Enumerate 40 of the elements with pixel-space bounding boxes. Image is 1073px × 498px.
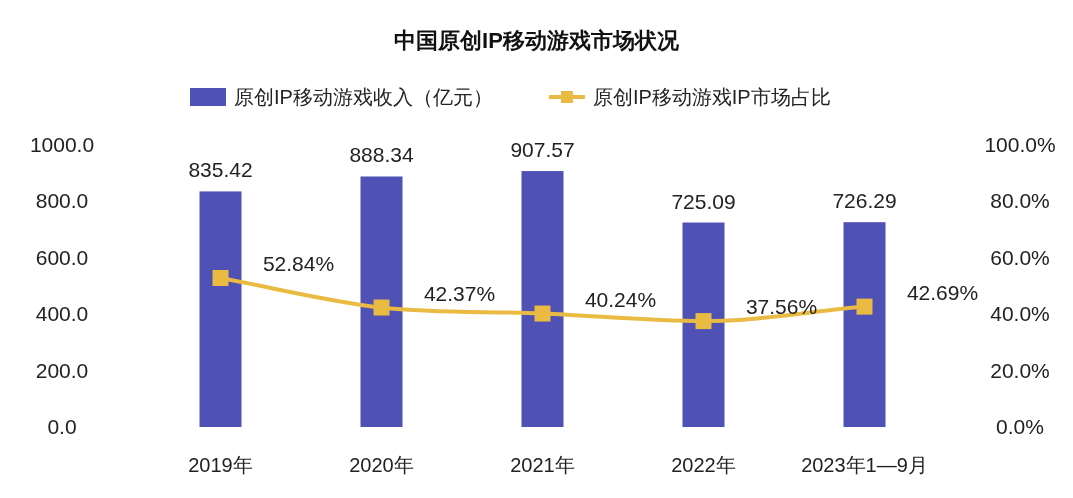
- x-tick-label: 2021年: [510, 454, 575, 476]
- x-tick-label: 2020年: [349, 454, 414, 476]
- y2-tick-label: 40.0%: [990, 302, 1050, 326]
- bar: [199, 191, 242, 427]
- x-tick-label: 2022年: [671, 454, 736, 476]
- bar: [521, 171, 564, 427]
- chart-title: 中国原创IP移动游戏市场状况: [394, 28, 680, 53]
- y-tick-label: 600.0: [35, 245, 89, 269]
- bar: [682, 222, 725, 427]
- data-label: 52.84%: [262, 251, 335, 275]
- data-label: 726.29: [832, 189, 897, 213]
- x-tick-label: 2019年: [188, 454, 253, 476]
- point: [695, 313, 712, 330]
- y-tick-label: 400.0: [35, 302, 89, 326]
- data-label: 907.57: [510, 138, 575, 162]
- bar: [360, 176, 403, 427]
- legend-label: 原创IP移动游戏收入（亿元）: [234, 86, 493, 108]
- data-label: 40.24%: [584, 287, 657, 311]
- legend-label: 原创IP移动游戏IP市场占比: [592, 86, 831, 108]
- y2-tick-label: 100.0%: [984, 133, 1056, 156]
- y-tick-label: 200.0: [35, 358, 89, 382]
- data-label: 37.56%: [745, 295, 818, 319]
- point: [534, 305, 551, 322]
- y2-tick-label: 0.0%: [996, 415, 1044, 438]
- x-tick-label: 2023年1—9月: [801, 454, 928, 476]
- point: [856, 298, 873, 315]
- y-tick-label: 1000.0: [29, 133, 95, 156]
- data-label: 888.34: [349, 143, 414, 167]
- data-label: 835.42: [188, 158, 253, 182]
- y-tick-label: 0.0: [47, 415, 77, 438]
- y-tick-label: 800.0: [35, 189, 89, 213]
- point: [373, 299, 390, 316]
- data-label: 725.09: [671, 189, 736, 213]
- data-label: 42.37%: [423, 281, 496, 305]
- y2-tick-label: 60.0%: [990, 245, 1050, 269]
- data-label: 42.69%: [906, 280, 979, 304]
- y2-tick-label: 80.0%: [990, 189, 1050, 213]
- y2-tick-label: 20.0%: [990, 358, 1050, 382]
- point: [212, 269, 229, 286]
- bar: [843, 222, 886, 427]
